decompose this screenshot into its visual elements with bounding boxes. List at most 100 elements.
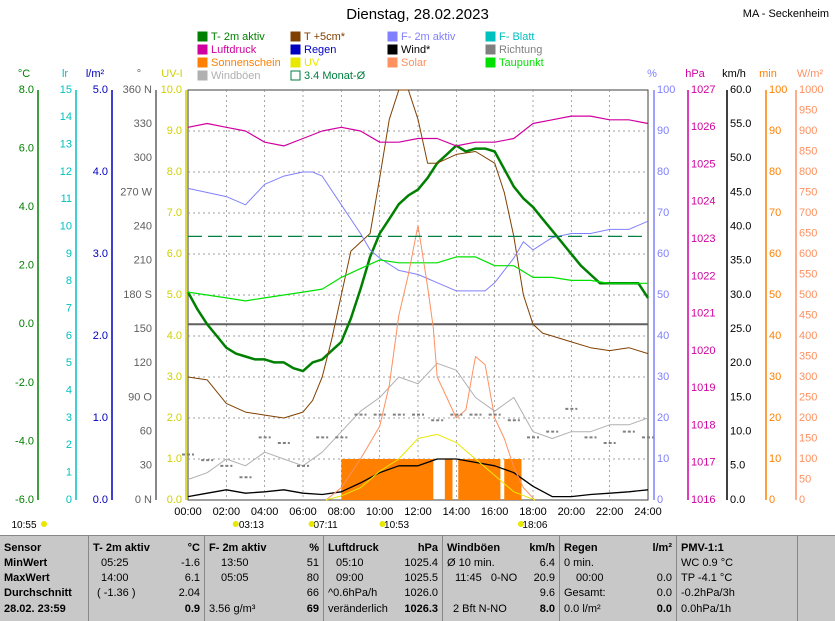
axis-tick-right: 70 xyxy=(769,207,781,219)
axis-tick-right: 0 xyxy=(769,494,775,506)
legend-swatch xyxy=(290,70,301,81)
stats-gust-bft: 2 Bft N-NO xyxy=(453,603,507,615)
axis-tick-left: 0.0 xyxy=(93,494,108,506)
axis-unit-left: ° xyxy=(137,68,141,80)
axis-tick-right: 100 xyxy=(769,84,787,96)
axis-tick-right: 200 xyxy=(799,412,817,424)
axis-tick-left: 270 W xyxy=(120,186,152,198)
axis-tick-left: 1 xyxy=(66,467,72,479)
stats-gust-value: 20.9 xyxy=(533,572,555,584)
axis-tick-left: 9 xyxy=(66,248,72,260)
axis-tick-left: 0.0 xyxy=(19,318,34,330)
stats-hum-current: 69 xyxy=(306,603,319,615)
axis-tick-right: 1027 xyxy=(691,84,715,96)
stats-press-value: 1026.0 xyxy=(404,587,438,599)
legend-swatch xyxy=(197,57,208,68)
axis-tick-right: 1023 xyxy=(691,233,715,245)
axis-unit-right: % xyxy=(647,68,657,80)
stats-press-trend: ^0.6hPa/h xyxy=(328,587,378,599)
time-marker-sunrise: 07:11 xyxy=(313,520,338,531)
stats-pmv-value: TP -4.1 °C xyxy=(681,572,733,584)
sunshine-block xyxy=(444,459,453,500)
stats-rain-time: 00:00 xyxy=(576,572,604,584)
legend-label: Sonnenschein xyxy=(211,57,281,69)
axis-tick-right: 0.0 xyxy=(730,494,745,506)
stats-sensor-col: Sensor MinWert MaxWert Durchschnitt 28.0… xyxy=(0,536,88,621)
axis-tick-right: 45.0 xyxy=(730,186,751,198)
stats-press-col: Luftdruck hPa 05:10 1025.4 09:00 1025.5 ^0.… xyxy=(324,536,442,621)
stats-hum-value: 66 xyxy=(306,587,319,599)
axis-tick-right: 50 xyxy=(799,473,811,485)
axis-tick-right: 250 xyxy=(799,391,817,403)
series-windb-en xyxy=(187,362,649,480)
series-luftdruck xyxy=(187,115,649,147)
legend-swatch xyxy=(485,57,496,68)
axis-unit-right: km/h xyxy=(722,68,746,80)
axis-tick-right: 60.0 xyxy=(730,84,751,96)
x-tick-label: 24:00 xyxy=(634,506,662,518)
axis-tick-right: 1021 xyxy=(691,308,715,320)
axis-tick-left: 300 xyxy=(134,152,152,164)
axis-tick-right: 1024 xyxy=(691,196,715,208)
stats-row-label: MinWert xyxy=(4,557,48,569)
axis-tick-left: 11 xyxy=(61,193,72,205)
x-tick-label: 14:00 xyxy=(443,506,471,518)
weather-chart: °C8.06.04.02.00.0-2.0-4.0-6.0lr151413121… xyxy=(11,31,824,531)
stats-rain-unit: l/m² xyxy=(652,542,672,554)
legend-label: Taupunkt xyxy=(499,57,544,69)
axis-tick-right: 50.0 xyxy=(730,152,751,164)
series-t-2m-aktiv xyxy=(186,144,650,373)
axis-tick-right: 850 xyxy=(799,145,817,157)
axis-tick-right: 20 xyxy=(769,412,781,424)
series-t-5cm xyxy=(187,89,649,419)
stats-pmv-value: WC 0.9 °C xyxy=(681,557,734,569)
axis-tick-right: 0 xyxy=(799,494,805,506)
axis-tick-right: 1022 xyxy=(691,270,715,282)
axis-tick-right: 55.0 xyxy=(730,118,751,130)
axis-tick-right: 25.0 xyxy=(730,323,751,335)
legend-label: Solar xyxy=(401,57,427,69)
legend-swatch xyxy=(290,57,301,68)
stats-temp-time: 14:00 xyxy=(101,572,129,584)
legend-label: Windböen xyxy=(211,70,261,82)
time-marker-moon: 10:55 xyxy=(11,520,36,531)
axis-tick-right: 100 xyxy=(657,84,675,96)
axis-unit-right: W/m² xyxy=(797,68,824,80)
x-tick-label: 20:00 xyxy=(558,506,586,518)
axis-tick-right: 90 xyxy=(657,125,669,137)
axis-tick-right: 40 xyxy=(769,330,781,342)
axis-tick-left: 6.0 xyxy=(19,142,34,154)
stats-gust-value: 9.6 xyxy=(539,587,555,599)
x-tick-label: 02:00 xyxy=(213,506,241,518)
stats-hum-unit: % xyxy=(309,542,319,554)
stats-pmv-col: PMV-1:1 WC 0.9 °C TP -4.1 °C -0.2hPa/3h … xyxy=(677,536,797,621)
axis-tick-right: 80 xyxy=(769,166,781,178)
stats-temp-value: 2.04 xyxy=(178,587,200,599)
legend-label: T +5cm* xyxy=(304,31,346,43)
time-marker-noon: 10:53 xyxy=(384,520,409,531)
axis-tick-left: 360 N xyxy=(123,84,152,96)
axis-unit-left: °C xyxy=(18,68,30,80)
axis-tick-left: 1.0 xyxy=(167,453,182,465)
stats-hum-time: 13:50 xyxy=(221,557,249,569)
axis-tick-left: 4.0 xyxy=(167,330,182,342)
axis-tick-right: 1020 xyxy=(691,345,715,357)
axis-tick-right: 30.0 xyxy=(730,289,751,301)
x-tick-label: 08:00 xyxy=(328,506,356,518)
x-tick-label: 12:00 xyxy=(404,506,432,518)
axis-tick-right: 800 xyxy=(799,166,817,178)
axis-tick-left: 3.0 xyxy=(167,371,182,383)
stats-press-current: 1026.3 xyxy=(404,603,438,615)
axis-tick-left: 120 xyxy=(134,357,152,369)
axis-tick-left: 150 xyxy=(134,323,152,335)
stats-temp-header: T- 2m aktiv xyxy=(93,542,150,554)
axis-tick-left: 10 xyxy=(60,221,72,233)
stats-press-time: 09:00 xyxy=(336,572,364,584)
axis-tick-left: -6.0 xyxy=(15,494,34,506)
stats-press-forecast: veränderlich xyxy=(328,603,388,615)
axis-tick-right: 10 xyxy=(657,453,669,465)
legend-swatch xyxy=(197,70,208,81)
axis-tick-right: 40.0 xyxy=(730,221,751,233)
legend-label: Luftdruck xyxy=(211,44,257,56)
stats-press-time: 05:10 xyxy=(336,557,364,569)
